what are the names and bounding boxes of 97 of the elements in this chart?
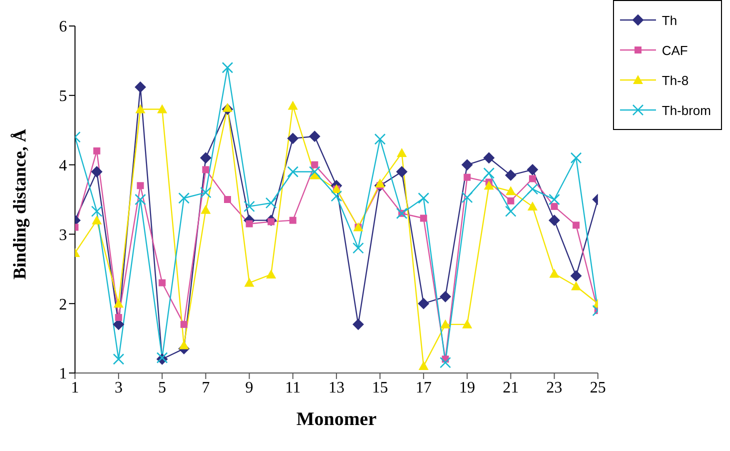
point	[548, 214, 560, 226]
point	[462, 159, 473, 170]
y-tick-label: 5	[59, 88, 67, 106]
point	[93, 147, 100, 154]
point	[375, 178, 386, 188]
point	[157, 104, 168, 114]
point	[222, 102, 233, 112]
point	[352, 318, 364, 330]
point	[418, 361, 429, 370]
x-tick-label: 19	[459, 379, 476, 396]
y-tick-label: 4	[59, 157, 67, 174]
point	[246, 220, 253, 228]
point	[570, 152, 582, 164]
point	[505, 170, 516, 181]
point	[92, 215, 102, 224]
x-tick-label: 11	[285, 379, 301, 396]
point	[309, 166, 320, 178]
x-tick-label: 1	[71, 379, 79, 396]
point	[571, 281, 582, 290]
point	[484, 180, 494, 190]
point	[265, 197, 277, 209]
y-tick-label: 2	[59, 296, 67, 314]
point	[200, 204, 211, 214]
y-tick-label: 1	[59, 366, 67, 383]
legend-label: Th	[662, 12, 678, 28]
point	[244, 278, 254, 287]
point	[507, 197, 514, 204]
point	[374, 133, 386, 145]
x-tick-label: 7	[202, 379, 210, 396]
point	[202, 166, 210, 174]
point	[396, 208, 408, 220]
point	[135, 104, 146, 114]
x-tick-label: 9	[245, 379, 254, 396]
point	[506, 186, 516, 196]
point	[440, 356, 452, 368]
point	[483, 167, 495, 179]
point	[572, 222, 580, 229]
point	[548, 194, 560, 206]
point	[115, 314, 122, 321]
x-tick-label: 3	[114, 379, 123, 396]
legend-label: CAF	[662, 42, 688, 58]
x-tick-label: 17	[416, 379, 432, 396]
point	[180, 320, 188, 328]
point	[266, 269, 276, 278]
point	[396, 166, 408, 178]
x-tick-label: 5	[158, 379, 166, 396]
point	[134, 82, 146, 93]
point	[158, 279, 166, 286]
point	[112, 353, 124, 365]
point	[289, 216, 296, 224]
point	[309, 130, 320, 142]
point	[178, 192, 190, 204]
x-tick-label: 21	[502, 379, 519, 396]
point	[136, 182, 144, 190]
point	[440, 319, 450, 328]
x-tick-label: 15	[372, 379, 388, 396]
point	[529, 175, 536, 182]
x-tick-label: 13	[328, 379, 344, 396]
legend-label: Th-brom	[662, 102, 711, 118]
point	[418, 298, 430, 310]
y-tick-label: 3	[59, 226, 67, 244]
point	[550, 202, 558, 210]
point	[352, 242, 364, 254]
point	[200, 152, 212, 164]
x-tick-label: 25	[590, 379, 606, 396]
point	[244, 200, 255, 212]
point	[528, 201, 538, 210]
point	[222, 62, 234, 74]
point	[440, 291, 451, 302]
point	[288, 100, 298, 110]
point	[526, 183, 538, 195]
point	[418, 192, 430, 204]
point	[311, 161, 318, 168]
point	[330, 190, 342, 202]
point	[200, 186, 212, 198]
point	[464, 174, 471, 181]
point	[134, 194, 146, 206]
point	[91, 166, 102, 178]
point	[91, 206, 102, 217]
point	[224, 196, 232, 203]
point	[287, 166, 299, 178]
legend-label: Th-8	[662, 72, 689, 88]
point	[549, 268, 560, 278]
point	[483, 152, 494, 164]
point	[505, 206, 516, 217]
point	[420, 214, 428, 222]
x-axis-title: Monomer	[296, 409, 378, 430]
y-tick-label: 6	[59, 18, 67, 36]
point	[570, 270, 582, 282]
point	[462, 192, 473, 204]
point	[114, 298, 124, 308]
y-axis-title: Binding distance, Å	[9, 128, 30, 280]
point	[396, 148, 407, 157]
point	[527, 164, 538, 176]
point	[462, 319, 472, 328]
x-tick-label: 23	[546, 379, 562, 396]
point	[287, 132, 298, 144]
